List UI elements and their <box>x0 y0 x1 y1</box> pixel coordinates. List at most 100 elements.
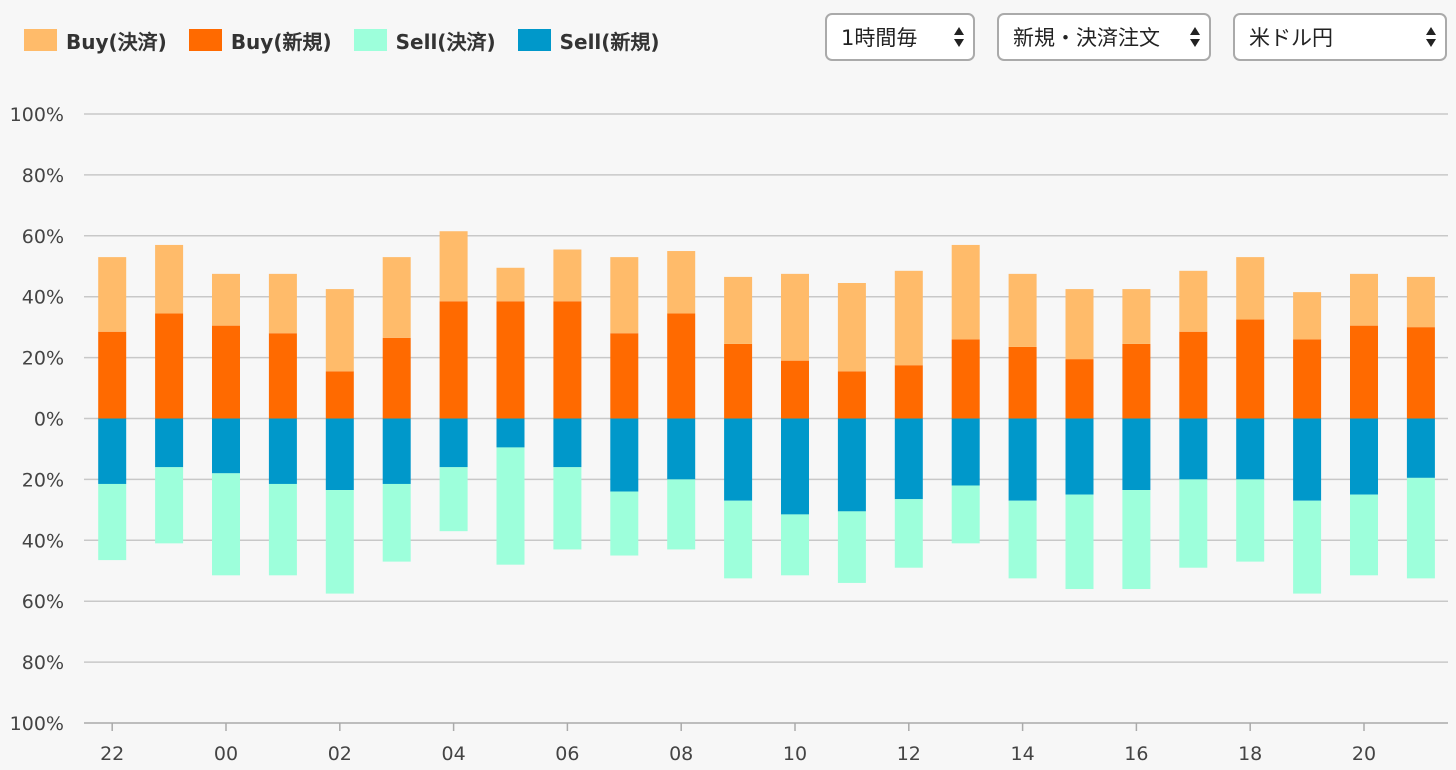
bar-segment <box>610 333 639 419</box>
x-tick-label: 20 <box>1352 743 1376 765</box>
bar-segment <box>496 447 525 565</box>
bar-segment <box>439 418 468 468</box>
bar-segment <box>212 418 240 474</box>
bar-segment <box>1406 276 1435 328</box>
legend-label-buy-new: Buy(新規) <box>230 29 332 54</box>
bar-segment <box>837 282 866 372</box>
bar-segment <box>98 331 127 419</box>
bar-segment <box>268 418 297 484</box>
bar-segment <box>781 514 809 576</box>
y-tick-label: 40% <box>22 530 64 552</box>
bar-segment <box>496 418 525 448</box>
bar-segment <box>781 418 809 515</box>
bar-segment <box>724 276 753 344</box>
bar-segment <box>325 371 354 419</box>
bar-segment <box>1236 479 1265 562</box>
legend-item-sell-new[interactable]: Sell(新規) <box>517 26 660 55</box>
bar-segment <box>951 244 980 340</box>
bar-segment <box>667 251 696 314</box>
bar-segment <box>439 231 468 302</box>
bar-segment <box>268 483 297 576</box>
chart-legend: Buy(決済) Buy(新規) Sell(決済) Sell(新規) <box>24 26 682 54</box>
bar-segment <box>1350 273 1378 326</box>
legend-item-buy-settle[interactable]: Buy(決済) <box>24 26 167 55</box>
bar-segment <box>382 257 411 338</box>
select-arrows-icon <box>1426 25 1436 49</box>
bar-segment <box>1065 494 1094 590</box>
bar-segment <box>837 371 866 419</box>
bar-segment <box>894 365 923 419</box>
bar-segment <box>1065 359 1094 419</box>
y-tick-label: 40% <box>22 287 64 309</box>
y-tick-label: 20% <box>22 469 64 491</box>
bar-segment <box>212 273 240 326</box>
legend-swatch-buy-settle <box>24 29 57 51</box>
legend-swatch-sell-settle <box>353 29 387 51</box>
bar-segment <box>496 267 525 302</box>
bar-segment <box>1350 418 1378 495</box>
bar-segment <box>268 333 297 419</box>
bar-segment <box>1008 500 1037 579</box>
bar-segment <box>325 289 354 372</box>
legend-label-sell-settle: Sell(決済) <box>395 29 496 54</box>
y-tick-label: 20% <box>22 348 64 370</box>
x-tick-label: 12 <box>897 743 921 765</box>
bar-segment <box>1293 339 1322 419</box>
bar-segment <box>1236 418 1265 480</box>
bar-segment <box>212 473 240 576</box>
bar-segment <box>1122 418 1151 491</box>
interval-select[interactable]: 1時間毎 <box>825 13 975 61</box>
bar-segment <box>1008 273 1037 347</box>
bar-segment <box>610 257 639 334</box>
bar-segment <box>951 339 980 419</box>
bar-segment <box>610 418 639 492</box>
bar-segment <box>98 257 127 332</box>
x-tick-label: 14 <box>1011 743 1035 765</box>
bar-segment <box>667 313 696 419</box>
bar-segment <box>894 270 923 366</box>
bar-segment <box>98 483 127 561</box>
bar-segment <box>781 273 809 361</box>
bar-segment <box>98 418 127 484</box>
legend-swatch-sell-new <box>517 29 551 51</box>
x-tick-label: 10 <box>783 743 807 765</box>
bar-segment <box>553 301 582 419</box>
y-tick-label: 100% <box>10 104 64 126</box>
bar-segment <box>1065 418 1094 495</box>
y-tick-label: 100% <box>10 713 64 735</box>
bar-segment <box>155 244 184 314</box>
bar-segment <box>1350 494 1378 576</box>
interval-select-value: 1時間毎 <box>841 26 918 50</box>
bar-segment <box>1293 418 1322 501</box>
bar-segment <box>1293 292 1322 340</box>
order-type-select[interactable]: 新規・決済注文 <box>997 13 1211 61</box>
bar-segment <box>1293 500 1322 594</box>
bar-segment <box>667 418 696 480</box>
y-tick-label: 0% <box>34 409 64 431</box>
bar-segment <box>1179 270 1208 332</box>
x-tick-label: 02 <box>328 743 352 765</box>
currency-pair-select[interactable]: 米ドル円 <box>1233 13 1447 61</box>
legend-item-sell-settle[interactable]: Sell(決済) <box>353 26 496 55</box>
bar-segment <box>439 301 468 419</box>
legend-item-buy-new[interactable]: Buy(新規) <box>188 26 332 55</box>
bar-segment <box>155 418 184 468</box>
bar-segment <box>1406 477 1435 579</box>
bar-segment <box>724 418 753 501</box>
bar-segment <box>1406 418 1435 478</box>
bar-segment <box>1179 418 1208 480</box>
bar-segment <box>781 360 809 419</box>
bar-segment <box>553 418 582 468</box>
y-tick-label: 80% <box>22 165 64 187</box>
bar-segment <box>667 479 696 550</box>
bar-segment <box>1122 343 1151 419</box>
bar-segment <box>837 511 866 583</box>
bar-segment <box>439 467 468 532</box>
x-tick-label: 00 <box>214 743 238 765</box>
y-tick-label: 60% <box>22 591 64 613</box>
bar-segment <box>155 313 184 419</box>
bar-segment <box>496 301 525 419</box>
bar-segment <box>553 249 582 302</box>
bar-segment <box>1350 325 1378 419</box>
